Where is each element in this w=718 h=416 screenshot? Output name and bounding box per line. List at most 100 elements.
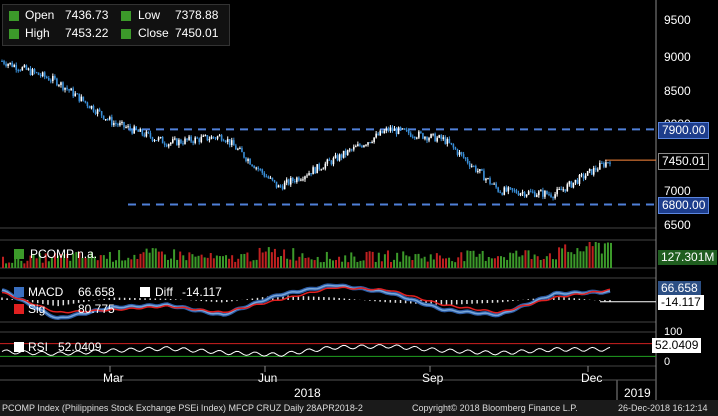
price-candle — [237, 148, 239, 150]
price-candle — [255, 167, 257, 169]
volume-bar — [319, 262, 322, 268]
macd-value: 66.658 — [78, 285, 115, 299]
price-candle — [220, 135, 223, 141]
volume-bar — [481, 250, 484, 268]
volume-bar — [221, 256, 224, 268]
price-candle — [247, 159, 249, 162]
macd-panel[interactable] — [1, 283, 656, 321]
volume-bar — [356, 261, 359, 268]
price-candle — [554, 194, 556, 199]
volume-bar — [536, 256, 539, 268]
price-candle — [271, 177, 274, 181]
volume-bar — [270, 252, 273, 268]
price-candle — [208, 139, 211, 141]
volume-bar — [148, 252, 151, 268]
price-candle — [387, 128, 390, 131]
price-candle — [434, 133, 436, 142]
price-candle — [233, 140, 235, 146]
volume-bar — [212, 258, 215, 268]
rsi-panel[interactable] — [0, 343, 656, 357]
price-candle — [172, 139, 174, 143]
volume-bar — [386, 250, 389, 268]
volume-bar — [264, 251, 267, 268]
price-candle — [212, 136, 215, 138]
price-candle — [493, 183, 495, 185]
volume-bar — [118, 250, 121, 268]
price-candle — [228, 139, 231, 146]
price-candle — [222, 140, 225, 142]
price-candle — [474, 166, 477, 172]
year-label: 2018 — [294, 386, 321, 400]
price-tick: 9500 — [664, 13, 691, 27]
price-candle — [371, 142, 373, 144]
price-candle — [420, 131, 422, 134]
price-candle — [304, 176, 306, 180]
volume-bar — [102, 255, 105, 268]
price-candle — [35, 72, 38, 74]
price-candle — [37, 72, 40, 75]
diff-swatch — [140, 287, 150, 297]
volume-panel[interactable] — [2, 242, 612, 268]
price-candle — [407, 129, 410, 134]
volume-bar — [561, 248, 564, 268]
price-candle — [82, 96, 85, 101]
price-candle — [45, 76, 48, 78]
price-candle — [277, 185, 280, 188]
price-candle — [446, 138, 449, 144]
volume-bar — [606, 242, 609, 268]
price-candle — [501, 192, 504, 195]
volume-bar — [47, 261, 50, 268]
price-candle — [5, 63, 7, 66]
price-candle — [599, 162, 601, 170]
price-candle — [302, 179, 304, 181]
volume-bar — [496, 256, 499, 268]
price-candle — [58, 85, 60, 87]
volume-bar — [151, 248, 154, 268]
price-candle — [322, 168, 325, 170]
volume-bar — [454, 262, 457, 268]
price-candle — [503, 187, 506, 195]
price-candle — [186, 138, 188, 140]
price-candle — [357, 144, 359, 147]
volume-bar — [362, 260, 365, 268]
low-value: 7378.88 — [175, 8, 219, 22]
volume-bar — [93, 256, 96, 268]
macd-label: MACD — [28, 285, 64, 299]
price-candle — [178, 139, 180, 146]
price-candle — [401, 128, 404, 130]
price-candle — [194, 137, 196, 143]
footer-bar: PCOMP Index (Philippines Stock Exchange … — [0, 400, 718, 416]
volume-bar — [411, 260, 414, 268]
price-candle — [153, 140, 156, 142]
volume-bar — [530, 259, 533, 268]
price-candle — [19, 70, 22, 72]
price-panel[interactable] — [1, 59, 656, 206]
price-candle — [320, 169, 323, 171]
price-candle — [601, 162, 603, 164]
price-candle — [454, 147, 457, 150]
volume-bar — [267, 247, 270, 268]
close-swatch — [121, 29, 131, 39]
volume-bar — [576, 248, 579, 268]
price-candle — [442, 137, 445, 139]
price-candle — [47, 77, 50, 81]
price-candle — [7, 63, 9, 66]
volume-bar — [558, 247, 561, 268]
price-candle — [62, 82, 64, 90]
volume-bar — [258, 247, 261, 268]
price-candle — [529, 191, 532, 193]
volume-bar — [160, 251, 163, 268]
price-candle — [572, 182, 575, 188]
diff-label: Diff — [155, 285, 173, 299]
volume-bar — [331, 260, 334, 268]
price-candle — [409, 133, 412, 137]
diff-value: -14.117 — [182, 285, 222, 299]
price-candle — [328, 159, 331, 161]
volume-bar — [350, 252, 353, 268]
volume-bar — [493, 258, 496, 268]
volume-bar — [197, 255, 200, 268]
volume-bar — [441, 258, 444, 268]
volume-bar — [139, 253, 142, 268]
price-candle — [13, 65, 16, 67]
